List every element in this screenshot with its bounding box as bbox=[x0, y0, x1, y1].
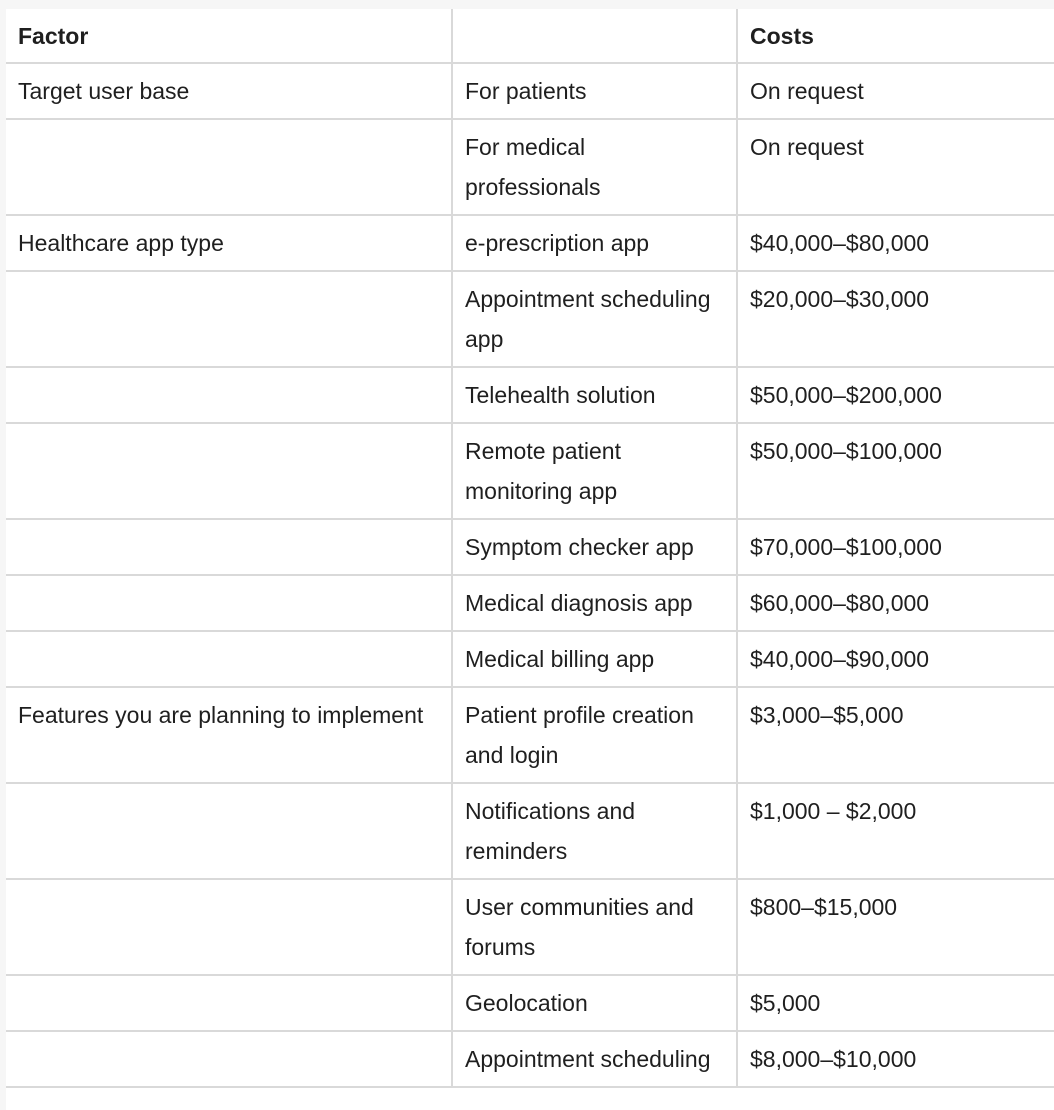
cost-cell: $50,000–$100,000 bbox=[736, 422, 1054, 520]
cost-cell: $60,000–$80,000 bbox=[736, 574, 1054, 632]
table-row: Appointment scheduling app $20,000–$30,0… bbox=[6, 270, 1054, 368]
cost-cell: $8,000–$10,000 bbox=[736, 1030, 1054, 1088]
item-cell: Appointment scheduling bbox=[451, 1030, 738, 1088]
factor-cell bbox=[6, 630, 453, 688]
cost-cell: $800–$15,000 bbox=[736, 878, 1054, 976]
item-cell: User communities and forums bbox=[451, 878, 738, 976]
item-cell: For patients bbox=[451, 62, 738, 120]
table-row: For medical professionals On request bbox=[6, 118, 1054, 216]
factor-cell bbox=[6, 878, 453, 976]
cost-cell: $20,000–$30,000 bbox=[736, 270, 1054, 368]
factor-cell: Target user base bbox=[6, 62, 453, 120]
table-row: Geolocation $5,000 bbox=[6, 974, 1054, 1032]
cost-cell: $50,000–$200,000 bbox=[736, 366, 1054, 424]
cost-cell: $70,000–$100,000 bbox=[736, 518, 1054, 576]
item-cell: Notifications and reminders bbox=[451, 782, 738, 880]
header-item bbox=[451, 9, 738, 64]
factor-cell bbox=[6, 574, 453, 632]
cost-cell: $40,000–$80,000 bbox=[736, 214, 1054, 272]
table-row: Medical billing app $40,000–$90,000 bbox=[6, 630, 1054, 688]
table-row: Healthcare app type e-prescription app $… bbox=[6, 214, 1054, 272]
item-cell: Remote patient monitoring app bbox=[451, 422, 738, 520]
cost-cell: $3,000–$5,000 bbox=[736, 686, 1054, 784]
table-header-row: Factor Costs bbox=[6, 9, 1054, 64]
cost-cell: On request bbox=[736, 118, 1054, 216]
table-row: Remote patient monitoring app $50,000–$1… bbox=[6, 422, 1054, 520]
item-cell: Medical diagnosis app bbox=[451, 574, 738, 632]
table-row: Notifications and reminders $1,000 – $2,… bbox=[6, 782, 1054, 880]
factor-cell bbox=[6, 1030, 453, 1088]
factor-cell bbox=[6, 974, 453, 1032]
item-cell: Symptom checker app bbox=[451, 518, 738, 576]
item-cell: Appointment scheduling app bbox=[451, 270, 738, 368]
cost-cell: $40,000–$90,000 bbox=[736, 630, 1054, 688]
table-row: Telehealth solution $50,000–$200,000 bbox=[6, 366, 1054, 424]
factor-cell bbox=[6, 422, 453, 520]
header-factor: Factor bbox=[6, 9, 453, 64]
item-cell: e-prescription app bbox=[451, 214, 738, 272]
factor-cell bbox=[6, 366, 453, 424]
item-cell: For medical professionals bbox=[451, 118, 738, 216]
factor-cell: Features you are planning to implement bbox=[6, 686, 453, 784]
cost-table-container: Factor Costs Target user base For patien… bbox=[6, 9, 1054, 1110]
item-cell: Patient profile creation and login bbox=[451, 686, 738, 784]
table-row: Medical diagnosis app $60,000–$80,000 bbox=[6, 574, 1054, 632]
factor-cell: Healthcare app type bbox=[6, 214, 453, 272]
table-row: Appointment scheduling $8,000–$10,000 bbox=[6, 1030, 1054, 1088]
table-row: Features you are planning to implement P… bbox=[6, 686, 1054, 784]
item-cell: Medical billing app bbox=[451, 630, 738, 688]
factor-cell bbox=[6, 270, 453, 368]
factor-cell bbox=[6, 782, 453, 880]
item-cell: Geolocation bbox=[451, 974, 738, 1032]
cost-cell: On request bbox=[736, 62, 1054, 120]
cost-cell: $5,000 bbox=[736, 974, 1054, 1032]
cost-cell: $1,000 – $2,000 bbox=[736, 782, 1054, 880]
factor-cell bbox=[6, 118, 453, 216]
cost-table: Factor Costs Target user base For patien… bbox=[6, 9, 1054, 1088]
table-row: Target user base For patients On request bbox=[6, 62, 1054, 120]
factor-cell bbox=[6, 518, 453, 576]
table-row: User communities and forums $800–$15,000 bbox=[6, 878, 1054, 976]
header-costs: Costs bbox=[736, 9, 1054, 64]
item-cell: Telehealth solution bbox=[451, 366, 738, 424]
table-row: Symptom checker app $70,000–$100,000 bbox=[6, 518, 1054, 576]
